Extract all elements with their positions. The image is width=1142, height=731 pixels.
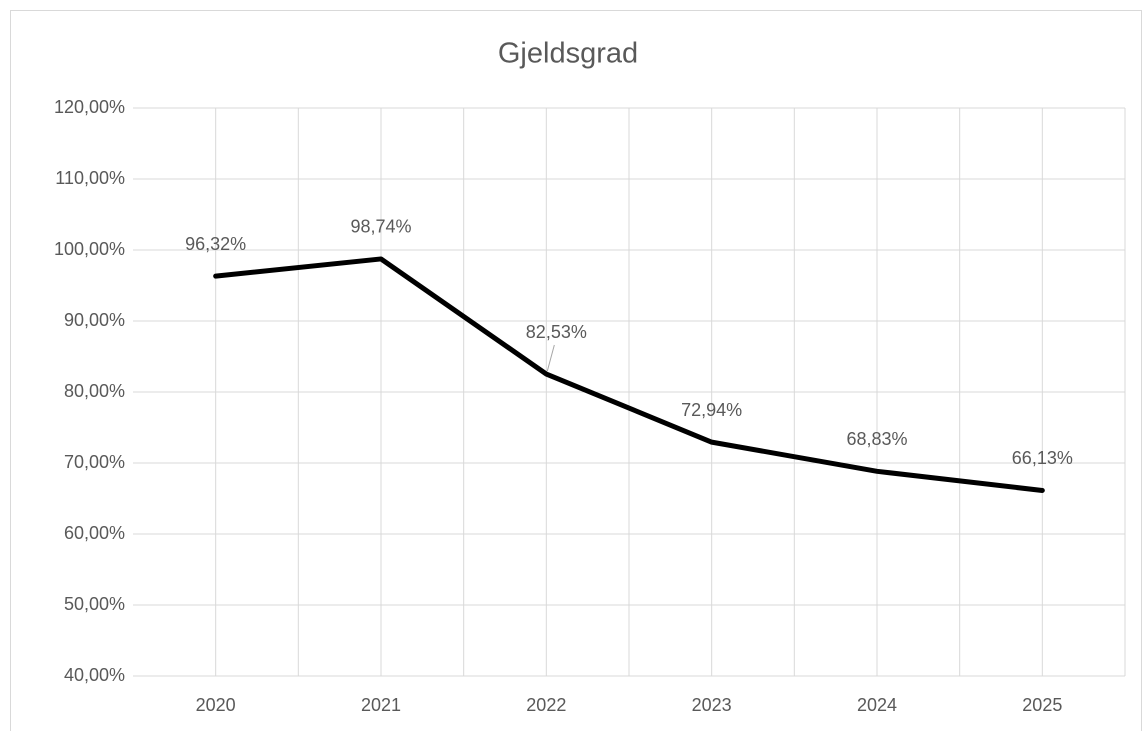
x-tick-label: 2022 [526, 695, 566, 715]
y-tick-label: 60,00% [64, 523, 125, 543]
x-tick-label: 2021 [361, 695, 401, 715]
x-tick-label: 2025 [1022, 695, 1062, 715]
x-tick-label: 2020 [196, 695, 236, 715]
x-tick-label: 2024 [857, 695, 897, 715]
y-tick-label: 90,00% [64, 310, 125, 330]
y-tick-label: 100,00% [54, 239, 125, 259]
y-tick-label: 120,00% [54, 97, 125, 117]
data-label: 96,32% [185, 234, 246, 254]
data-label: 82,53% [526, 322, 587, 342]
chart-title: Gjeldsgrad [498, 38, 638, 70]
y-tick-label: 80,00% [64, 381, 125, 401]
y-tick-label: 40,00% [64, 665, 125, 685]
leader-line [546, 344, 555, 372]
y-tick-label: 110,00% [55, 168, 125, 188]
data-label: 98,74% [350, 217, 411, 237]
data-label: 66,13% [1012, 448, 1073, 468]
data-line [213, 256, 1045, 493]
chart-frame [10, 10, 1142, 731]
y-tick-label: 70,00% [64, 452, 125, 472]
data-label: 72,94% [681, 400, 742, 420]
x-tick-label: 2023 [692, 695, 732, 715]
y-tick-label: 50,00% [64, 594, 125, 614]
data-label: 68,83% [846, 429, 907, 449]
